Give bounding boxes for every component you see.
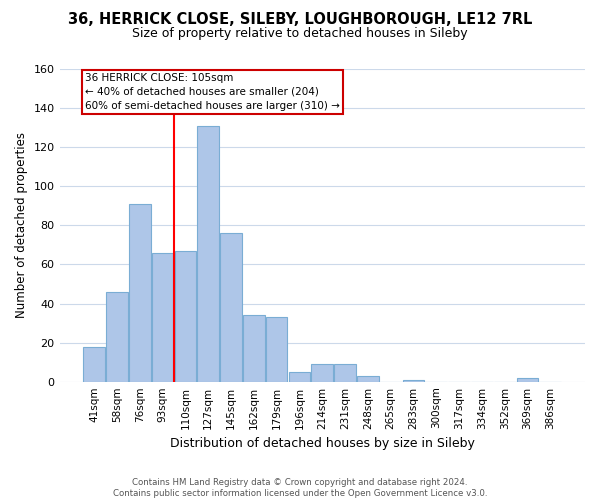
X-axis label: Distribution of detached houses by size in Sileby: Distribution of detached houses by size … [170,437,475,450]
Y-axis label: Number of detached properties: Number of detached properties [15,132,28,318]
Bar [517,378,538,382]
Text: 36, HERRICK CLOSE, SILEBY, LOUGHBOROUGH, LE12 7RL: 36, HERRICK CLOSE, SILEBY, LOUGHBOROUGH,… [68,12,532,28]
Text: Size of property relative to detached houses in Sileby: Size of property relative to detached ho… [132,28,468,40]
Bar [83,346,105,382]
Bar [311,364,333,382]
Bar [175,250,196,382]
Bar [129,204,151,382]
Bar [403,380,424,382]
Bar [243,315,265,382]
Bar [220,233,242,382]
Bar [152,252,173,382]
Bar [289,372,310,382]
Bar [334,364,356,382]
Bar [197,126,219,382]
Text: 36 HERRICK CLOSE: 105sqm
← 40% of detached houses are smaller (204)
60% of semi-: 36 HERRICK CLOSE: 105sqm ← 40% of detach… [85,73,340,111]
Bar [357,376,379,382]
Text: Contains HM Land Registry data © Crown copyright and database right 2024.
Contai: Contains HM Land Registry data © Crown c… [113,478,487,498]
Bar [106,292,128,382]
Bar [266,317,287,382]
